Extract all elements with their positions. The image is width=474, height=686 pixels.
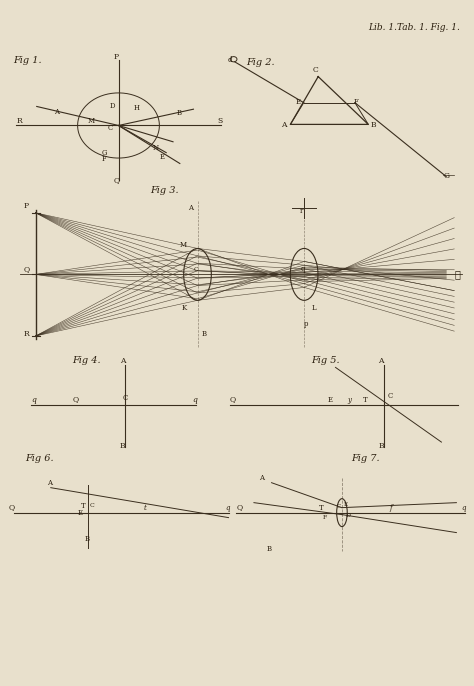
Text: R: R (24, 330, 29, 338)
Text: F: F (101, 155, 106, 163)
Text: y: y (347, 396, 351, 403)
Text: q: q (31, 396, 36, 403)
Text: Q: Q (9, 504, 15, 512)
Text: Q: Q (24, 265, 30, 273)
Text: A: A (282, 121, 287, 129)
Text: D: D (109, 102, 115, 110)
Text: S: S (217, 117, 223, 125)
Text: A: A (47, 479, 53, 486)
Text: G: G (101, 150, 107, 157)
Text: B: B (120, 442, 126, 451)
Text: t: t (144, 504, 147, 512)
Text: Fig 6.: Fig 6. (26, 453, 54, 463)
Text: E: E (159, 153, 164, 161)
Text: A: A (259, 474, 264, 482)
Text: Fig 2.: Fig 2. (246, 58, 274, 67)
Text: A: A (54, 108, 59, 115)
Text: B: B (201, 330, 207, 338)
Text: Fig 7.: Fig 7. (351, 453, 379, 463)
Text: M: M (88, 117, 95, 125)
Text: Fig 5.: Fig 5. (311, 356, 340, 365)
Text: E: E (344, 501, 348, 507)
Text: C: C (388, 392, 393, 401)
Text: q: q (300, 265, 305, 273)
Text: C: C (337, 504, 341, 508)
Text: C: C (123, 394, 128, 403)
Text: P: P (114, 54, 119, 61)
Text: F: F (354, 98, 358, 106)
Text: P: P (24, 202, 29, 210)
Text: T: T (363, 396, 368, 403)
Text: C: C (193, 267, 198, 272)
Text: A: A (378, 357, 384, 365)
Text: E: E (328, 396, 332, 403)
Text: F: F (323, 514, 327, 519)
Text: C: C (108, 124, 113, 132)
Text: B: B (266, 545, 271, 552)
Text: G: G (444, 172, 450, 180)
Text: E: E (78, 508, 83, 517)
Text: B: B (85, 534, 90, 543)
Text: N: N (153, 144, 159, 152)
Text: E: E (296, 98, 301, 106)
Text: Fig 1.: Fig 1. (13, 56, 42, 65)
Text: q: q (192, 396, 198, 403)
Text: K: K (182, 304, 187, 312)
Text: Q: Q (237, 504, 242, 512)
Text: Lib. 1.Tab. 1. Fig. 1.: Lib. 1.Tab. 1. Fig. 1. (368, 23, 460, 32)
Text: A: A (120, 357, 126, 365)
Text: p: p (304, 320, 309, 329)
Text: A: A (188, 204, 192, 211)
Text: Q: Q (113, 176, 119, 185)
Text: B: B (371, 121, 376, 129)
Text: T: T (81, 501, 86, 510)
Text: Q: Q (229, 396, 236, 403)
Text: H: H (134, 104, 139, 113)
Text: C: C (90, 503, 94, 508)
Text: 👁: 👁 (454, 270, 460, 279)
Text: q: q (225, 504, 229, 512)
Text: R: R (16, 117, 22, 125)
Text: C: C (313, 67, 319, 74)
Text: M: M (180, 241, 187, 249)
Text: d: d (228, 56, 233, 64)
Text: Fig 4.: Fig 4. (73, 356, 101, 365)
Text: L: L (312, 304, 317, 312)
Text: q: q (462, 504, 466, 512)
Text: B: B (378, 442, 384, 451)
Text: B: B (176, 108, 182, 117)
Text: Q: Q (73, 396, 79, 403)
Text: T: T (319, 504, 324, 512)
Text: Fig 3.: Fig 3. (150, 187, 179, 196)
Text: f: f (390, 504, 392, 512)
Text: D: D (346, 512, 350, 518)
Text: r: r (300, 206, 303, 215)
